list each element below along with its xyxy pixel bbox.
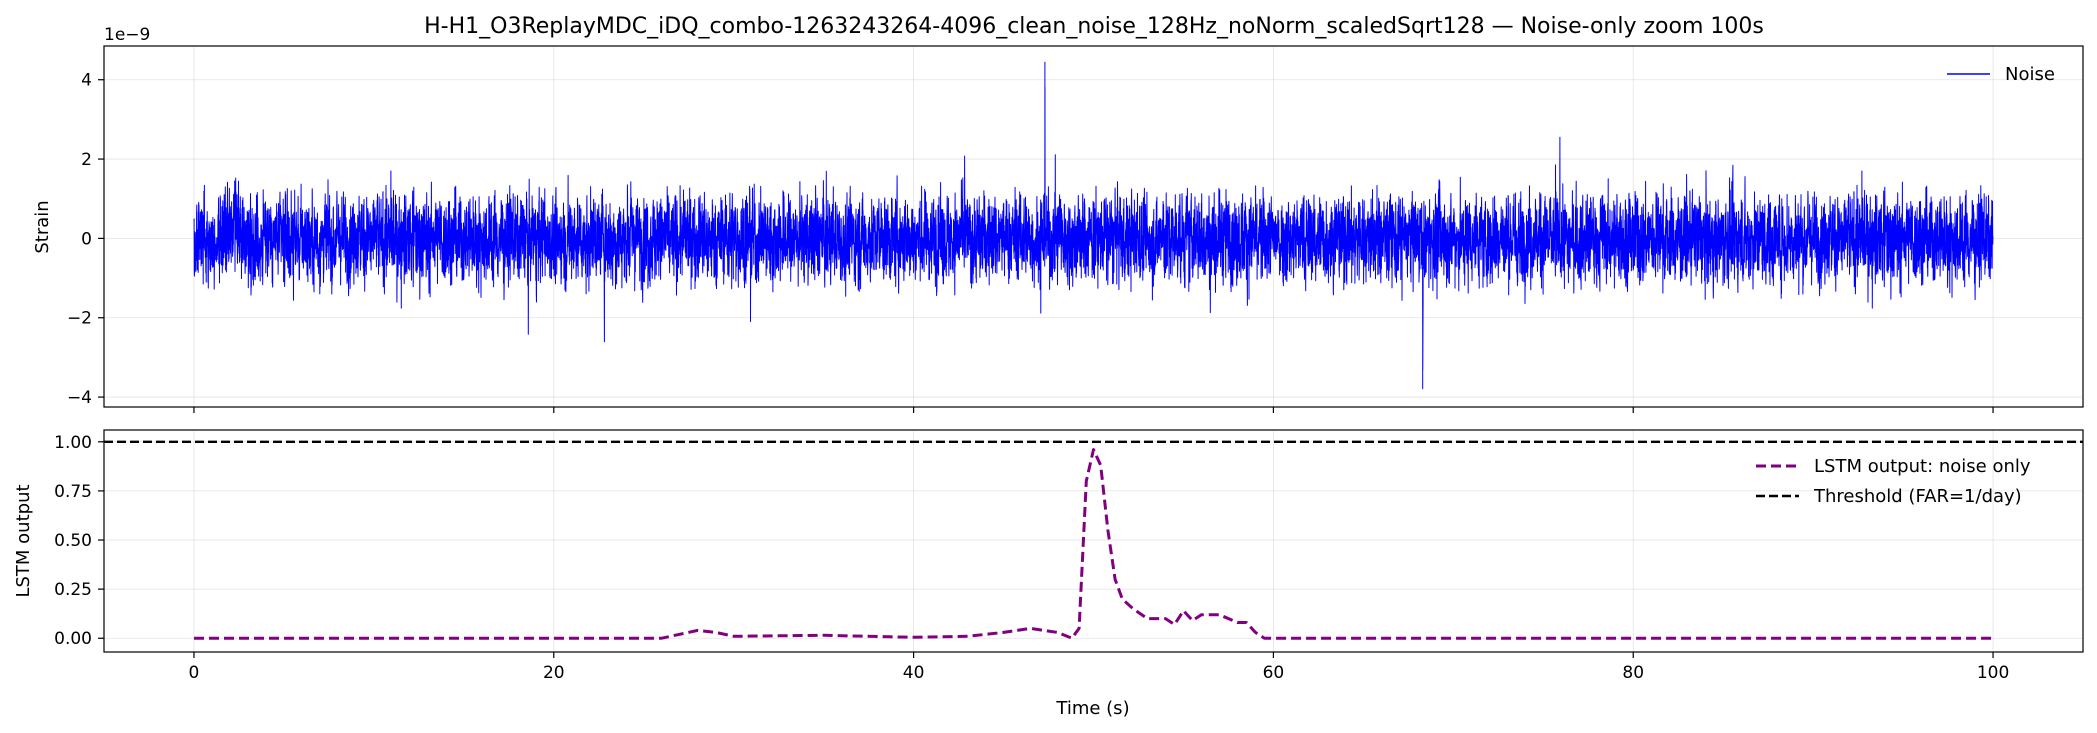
strain-axis-label: Strain xyxy=(32,200,53,253)
noise-y-tick-label: −4 xyxy=(67,388,92,408)
lstm-grid xyxy=(104,430,2083,652)
lstm-axes-frame xyxy=(103,429,2084,653)
legend-noise-label: Noise xyxy=(2005,64,2055,85)
lstm-x-tick-label: 60 xyxy=(1263,663,1285,683)
noise-y-tick-label: 2 xyxy=(81,150,92,170)
legend-threshold-label: Threshold (FAR=1/day) xyxy=(1813,486,2022,507)
noise-series-line xyxy=(193,61,1994,390)
lstm-x-tick-label: 40 xyxy=(903,663,925,683)
lstm-axis-ticks: 0 20 40 60 80 100 0.00 0.25 0.50 0.75 1.00 xyxy=(54,433,2009,683)
lstm-output-panel: 0 20 40 60 80 100 0.00 0.25 0.50 0.75 1.00 LSTM ou… xyxy=(13,429,2084,719)
noise-strain-panel: −4 −2 0 2 4 1e−9 Strain Noise xyxy=(32,25,2084,413)
lstm-y-tick-label: 0.00 xyxy=(54,629,92,649)
noise-axes-frame xyxy=(103,45,2084,408)
lstm-x-tick-label: 20 xyxy=(543,663,565,683)
legend-lstm-label: LSTM output: noise only xyxy=(1814,456,2031,477)
noise-legend: Noise xyxy=(1947,64,2055,85)
noise-y-tick-label: −2 xyxy=(67,309,92,329)
lstm-axis-label: LSTM output xyxy=(13,484,34,597)
lstm-y-tick-label: 0.25 xyxy=(54,580,92,600)
lstm-x-tick-label: 100 xyxy=(1977,663,2009,683)
lstm-y-tick-label: 0.75 xyxy=(54,482,92,502)
chart-title: H-H1_O3ReplayMDC_iDQ_combo-1263243264-40… xyxy=(424,14,1764,39)
lstm-x-tick-label: 80 xyxy=(1622,663,1644,683)
lstm-legend: LSTM output: noise only Threshold (FAR=1… xyxy=(1756,456,2031,507)
noise-y-tick-label: 0 xyxy=(81,229,92,249)
lstm-y-tick-label: 0.50 xyxy=(54,531,92,551)
noise-axis-ticks: −4 −2 0 2 4 xyxy=(67,71,1994,413)
lstm-series-line xyxy=(194,448,1993,640)
noise-y-tick-label: 4 xyxy=(81,71,92,91)
lstm-x-tick-label: 0 xyxy=(189,663,200,683)
time-axis-label: Time (s) xyxy=(1055,698,1129,719)
lstm-y-tick-label: 1.00 xyxy=(54,433,92,453)
y-offset-text: 1e−9 xyxy=(104,25,150,45)
